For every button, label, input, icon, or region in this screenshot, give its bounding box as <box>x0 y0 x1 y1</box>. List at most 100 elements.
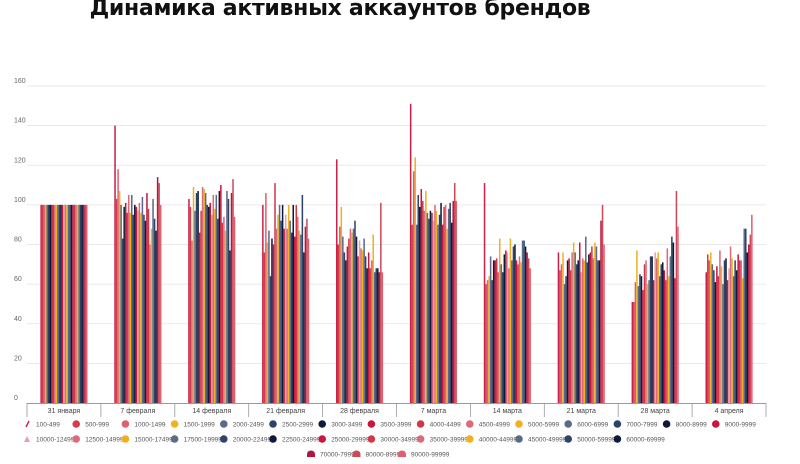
bar <box>719 250 721 403</box>
y-tick-label: 20 <box>14 355 22 362</box>
bar <box>674 278 676 403</box>
bar <box>591 246 593 403</box>
bar <box>665 280 667 403</box>
bar <box>272 244 275 403</box>
bar <box>497 272 499 403</box>
bar <box>372 234 374 403</box>
bar <box>423 210 426 403</box>
bar <box>274 183 276 403</box>
bar <box>414 157 416 403</box>
bar <box>746 252 749 403</box>
bar <box>377 268 379 403</box>
bar <box>153 218 156 403</box>
bar <box>46 204 48 403</box>
legend-label: 3000-3499 <box>331 422 362 429</box>
x-tick-label: 7 марта <box>421 408 446 415</box>
bar <box>351 232 353 403</box>
bar <box>518 256 521 403</box>
bar <box>738 260 741 403</box>
bar <box>60 204 62 403</box>
bar <box>642 290 644 403</box>
bar <box>57 204 59 403</box>
bar <box>529 268 531 403</box>
bar <box>232 179 234 403</box>
bar <box>268 230 270 403</box>
legend-label: 4500-4999 <box>479 422 510 429</box>
bar <box>634 282 637 403</box>
bar <box>578 242 581 403</box>
bar <box>751 214 753 403</box>
bar <box>284 214 287 403</box>
bar <box>713 270 715 403</box>
legend-marker-icon <box>613 435 622 443</box>
bar <box>735 270 738 403</box>
bar <box>357 256 359 403</box>
bar <box>266 242 269 403</box>
bar <box>495 258 498 403</box>
bar <box>355 236 358 403</box>
bar <box>485 284 487 403</box>
bar <box>147 208 150 403</box>
bar <box>358 240 361 403</box>
legend-marker-icon <box>564 435 572 443</box>
bar <box>523 240 525 403</box>
legend-marker-icon <box>25 420 30 428</box>
bar <box>574 252 576 403</box>
bar <box>194 210 196 403</box>
bar <box>378 272 381 403</box>
bar <box>124 202 127 403</box>
bar <box>286 228 288 403</box>
bar <box>66 204 68 403</box>
bar <box>156 177 159 403</box>
bar <box>78 204 80 403</box>
legend-marker-icon <box>416 435 425 443</box>
bar <box>437 224 439 403</box>
bar <box>159 204 162 403</box>
bar <box>511 260 513 403</box>
bar <box>262 204 264 403</box>
bar <box>191 240 193 403</box>
bar <box>58 204 61 403</box>
bar <box>645 260 647 403</box>
bar <box>303 252 305 403</box>
bar <box>304 226 307 403</box>
legend-label: 25000-29999 <box>331 437 370 444</box>
bar <box>565 276 567 403</box>
bar <box>79 204 82 403</box>
legend-marker-icon <box>121 435 130 443</box>
bar <box>298 230 301 403</box>
bar <box>72 204 74 403</box>
bar <box>212 194 215 403</box>
bar <box>290 232 293 403</box>
bar <box>76 204 79 403</box>
bar <box>663 270 666 403</box>
bar <box>455 200 458 403</box>
legend-marker-icon <box>318 435 327 443</box>
bar <box>44 204 47 403</box>
bar <box>568 258 570 403</box>
bar <box>412 171 415 403</box>
bar <box>671 236 673 403</box>
bar <box>502 272 504 403</box>
bar <box>508 268 510 403</box>
bar <box>363 238 365 403</box>
bar <box>483 183 486 403</box>
legend-marker-icon <box>220 420 228 428</box>
bar <box>666 248 669 403</box>
bar <box>603 244 605 403</box>
bar <box>192 187 195 403</box>
bar <box>723 260 726 403</box>
bar <box>85 204 88 403</box>
bar <box>120 204 122 403</box>
bar <box>339 226 341 403</box>
bar <box>672 242 675 403</box>
legend-marker-icon <box>398 450 406 457</box>
y-tick-label: 160 <box>14 78 26 85</box>
bar <box>230 192 233 403</box>
bar <box>711 264 714 403</box>
bar <box>431 212 433 403</box>
legend-label: 30000-34999 <box>380 437 419 444</box>
bar <box>197 191 199 403</box>
bar <box>233 216 236 403</box>
